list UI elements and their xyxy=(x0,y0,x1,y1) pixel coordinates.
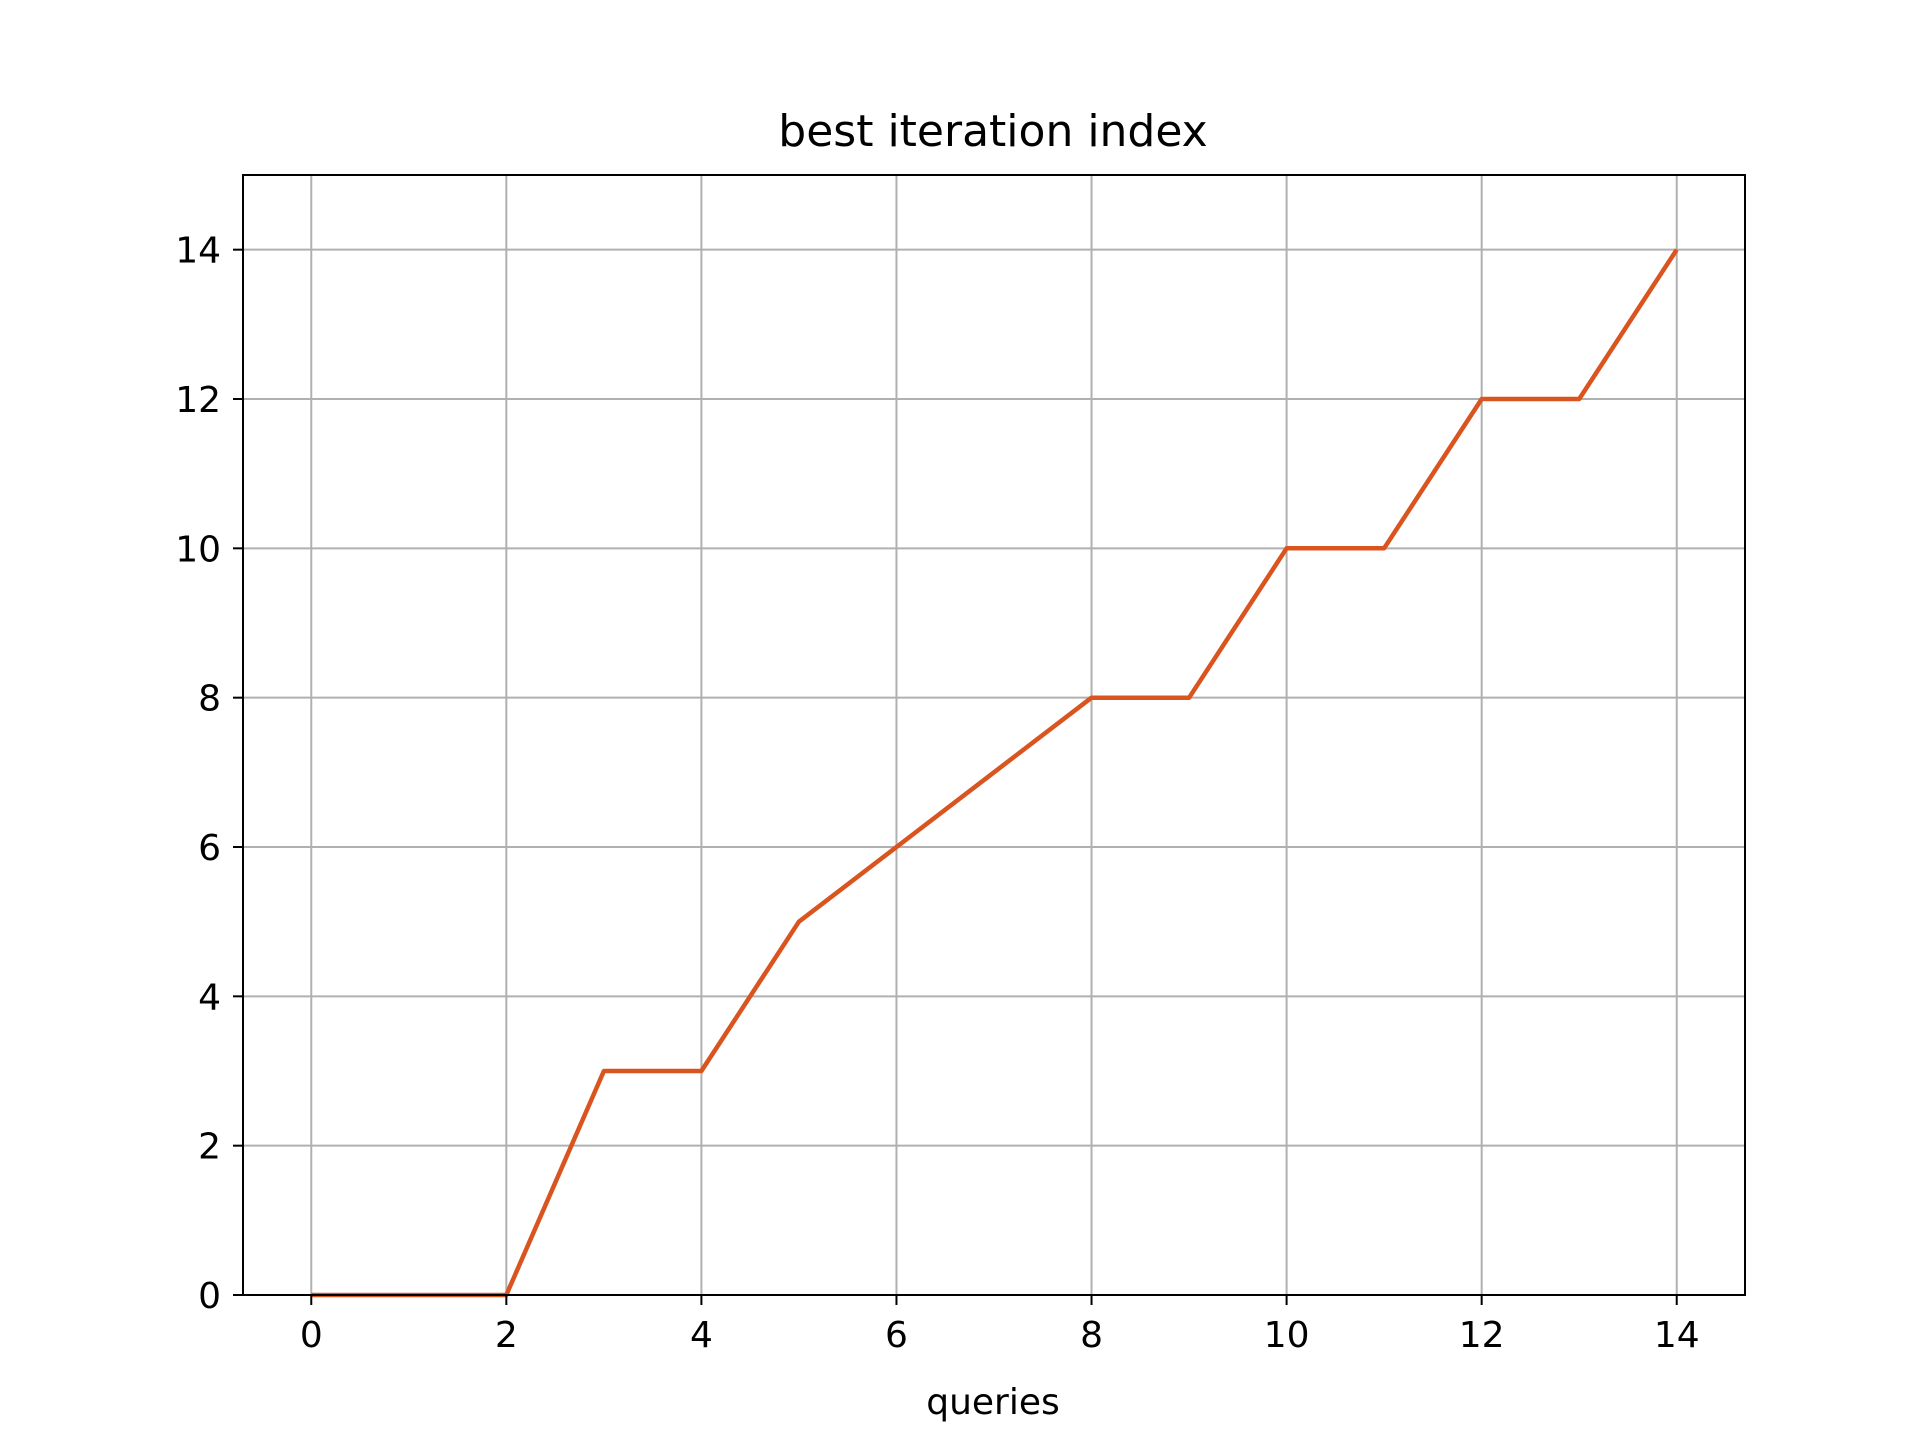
y-tick-label: 10 xyxy=(175,529,221,570)
x-tick-label: 0 xyxy=(300,1315,323,1356)
y-tick-label: 0 xyxy=(198,1276,221,1317)
x-tick-label: 10 xyxy=(1264,1315,1310,1356)
y-tick-label: 4 xyxy=(198,977,221,1018)
x-tick-label: 14 xyxy=(1654,1315,1700,1356)
y-tick-label: 6 xyxy=(198,828,221,869)
x-axis-label: queries xyxy=(926,1382,1060,1423)
x-tick-label: 2 xyxy=(495,1315,518,1356)
x-tick-label: 8 xyxy=(1080,1315,1103,1356)
x-tick-label: 6 xyxy=(885,1315,908,1356)
chart-title: best iteration index xyxy=(778,106,1207,157)
y-tick-label: 14 xyxy=(175,231,221,272)
x-tick-label: 12 xyxy=(1459,1315,1505,1356)
y-tick-label: 12 xyxy=(175,380,221,421)
x-tick-label: 4 xyxy=(690,1315,713,1356)
y-tick-label: 2 xyxy=(198,1127,221,1168)
y-tick-label: 8 xyxy=(198,679,221,720)
